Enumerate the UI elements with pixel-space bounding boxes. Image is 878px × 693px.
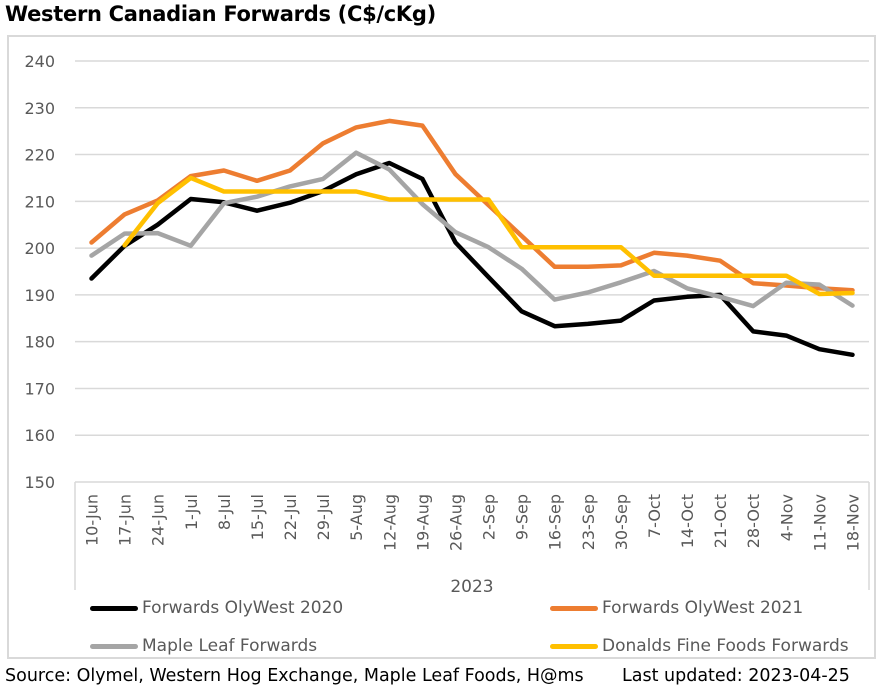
x-tick-label: 29-Jul [314,494,333,540]
legend-item: Forwards OlyWest 2021 [550,598,803,618]
x-tick-label: 12-Aug [380,494,399,551]
x-tick-label: 1-Jul [182,494,201,530]
y-tick-label: 160 [24,426,55,445]
x-tick-label: 22-Jul [281,494,300,540]
chart-area-frame [7,35,876,659]
x-tick-label: 26-Aug [446,494,465,551]
series-line-maple-leaf-forwards [89,150,855,309]
series-line-donalds-fine-foods-forwards [122,175,855,297]
x-axis-ticks: 10-Jun 17-Jun 24-Jun 1-Jul 8-Jul 15-Jul 22-Jul… [74,482,870,590]
y-tick-label: 240 [24,52,55,71]
x-tick-label: 24-Jun [149,494,168,546]
source-note: Source: Olymel, Western Hog Exchange, Ma… [5,666,584,686]
y-tick-label: 230 [24,99,55,118]
legend-label: Forwards OlyWest 2021 [602,598,804,618]
legend-item: Maple Leaf Forwards [90,636,317,656]
legend-swatch [90,643,138,649]
x-tick-label: 17-Jun [116,494,135,546]
x-tick-label: 15-Jul [248,494,267,540]
x-tick-label: 18-Nov [843,494,862,551]
x-tick-label: 11-Nov [810,494,829,551]
legend-swatch [90,605,138,611]
legend-item: Donalds Fine Foods Forwards [550,636,849,656]
legend-swatch [550,605,598,611]
legend-swatch [550,643,598,649]
x-tick-label: 14-Oct [678,494,697,548]
gridlines [75,60,869,436]
series-line-forwards-olywest-2021 [89,118,855,293]
y-tick-label: 150 [24,473,55,492]
x-tick-label: 19-Aug [413,494,432,551]
x-tick-label: 2-Sep [480,494,499,540]
x-tick-label: 4-Nov [777,494,796,541]
y-axis-ticks: 150 160 170 180 190 200 210 220 230 240 [24,52,55,492]
x-tick-label: 23-Sep [579,494,598,550]
y-tick-label: 220 [24,146,55,165]
legend-item: Forwards OlyWest 2020 [90,598,343,618]
last-updated: Last updated: 2023-04-25 [622,666,850,686]
x-tick-label: 21-Oct [711,494,730,548]
y-tick-label: 190 [24,286,55,305]
x-tick-label: 16-Sep [546,494,565,550]
chart-title: Western Canadian Forwards (C$/cKg) [5,2,436,26]
y-tick-label: 210 [24,192,55,211]
series-lines [89,118,855,358]
x-tick-label: 10-Jun [83,494,102,546]
x-tick-label: 7-Oct [645,494,664,538]
y-tick-label: 200 [24,239,55,258]
x-tick-label: 28-Oct [744,494,763,548]
legend-label: Donalds Fine Foods Forwards [602,636,849,656]
x-tick-label: 5-Aug [347,494,366,541]
x-axis-label: 2023 [450,577,493,597]
x-tick-label: 9-Sep [513,494,532,540]
legend-label: Forwards OlyWest 2020 [142,598,344,618]
x-tick-label: 30-Sep [612,494,631,550]
legend-label: Maple Leaf Forwards [142,636,318,656]
series-line-forwards-olywest-2020 [89,160,855,358]
x-tick-label: 8-Jul [215,494,234,530]
y-tick-label: 170 [24,379,55,398]
y-tick-label: 180 [24,333,55,352]
